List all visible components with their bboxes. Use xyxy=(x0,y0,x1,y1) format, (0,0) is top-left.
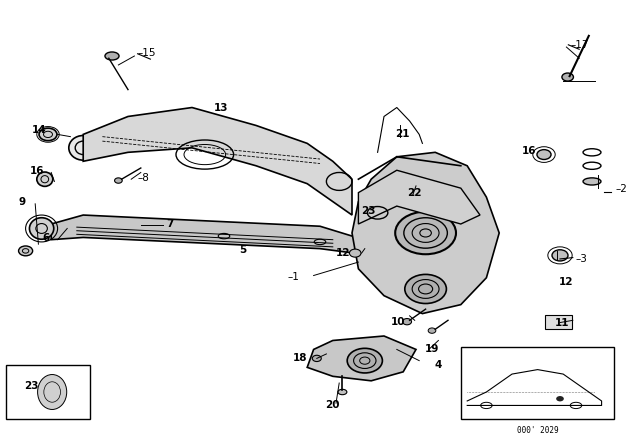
Ellipse shape xyxy=(562,73,573,81)
Ellipse shape xyxy=(19,246,33,256)
Text: 21: 21 xyxy=(395,129,409,139)
Text: 6: 6 xyxy=(43,233,50,243)
Text: –17: –17 xyxy=(571,40,589,50)
Ellipse shape xyxy=(312,355,321,362)
Ellipse shape xyxy=(583,178,601,185)
Text: –15: –15 xyxy=(138,48,156,58)
Text: –3: –3 xyxy=(576,254,588,264)
Text: 22: 22 xyxy=(408,188,422,198)
Text: 18: 18 xyxy=(292,353,307,363)
Text: 10: 10 xyxy=(390,317,405,327)
Ellipse shape xyxy=(349,249,361,257)
Text: 16: 16 xyxy=(30,166,45,176)
Ellipse shape xyxy=(552,250,568,261)
Text: 14: 14 xyxy=(31,125,46,135)
Ellipse shape xyxy=(105,52,119,60)
Text: 11: 11 xyxy=(555,319,569,328)
Polygon shape xyxy=(352,152,499,314)
Ellipse shape xyxy=(37,172,53,186)
Text: 7: 7 xyxy=(166,219,173,229)
Text: 000' 2029: 000' 2029 xyxy=(516,426,559,435)
Text: 13: 13 xyxy=(214,103,228,112)
Ellipse shape xyxy=(396,212,456,254)
Ellipse shape xyxy=(39,128,57,141)
Ellipse shape xyxy=(556,396,564,401)
Text: 12: 12 xyxy=(336,248,351,258)
Text: 20: 20 xyxy=(326,401,340,410)
Ellipse shape xyxy=(115,178,122,183)
Ellipse shape xyxy=(403,319,412,325)
Ellipse shape xyxy=(404,274,447,304)
Ellipse shape xyxy=(428,328,436,333)
Text: –2: –2 xyxy=(616,184,628,194)
Text: 16: 16 xyxy=(522,146,536,156)
Polygon shape xyxy=(83,108,352,215)
Text: –8: –8 xyxy=(138,173,150,183)
Text: 9: 9 xyxy=(19,198,26,207)
Bar xyxy=(461,347,614,419)
Text: 19: 19 xyxy=(425,345,439,354)
Bar xyxy=(6,365,90,419)
Ellipse shape xyxy=(29,218,54,239)
Ellipse shape xyxy=(347,349,383,373)
Text: 5: 5 xyxy=(239,245,247,254)
Ellipse shape xyxy=(338,389,347,395)
Text: 12: 12 xyxy=(559,277,573,287)
Bar xyxy=(545,315,572,329)
Text: 23: 23 xyxy=(24,381,39,391)
Ellipse shape xyxy=(69,135,97,160)
Polygon shape xyxy=(307,336,416,381)
Ellipse shape xyxy=(38,375,67,409)
Ellipse shape xyxy=(537,150,551,159)
Text: 4: 4 xyxy=(435,360,442,370)
Text: 23: 23 xyxy=(361,207,375,216)
Text: –1: –1 xyxy=(287,272,300,282)
Polygon shape xyxy=(358,170,480,224)
Polygon shape xyxy=(51,215,371,255)
